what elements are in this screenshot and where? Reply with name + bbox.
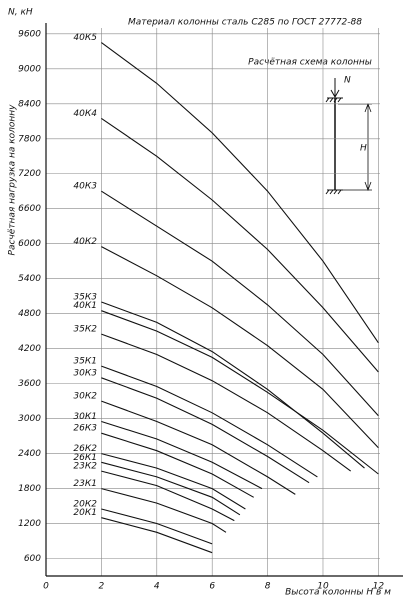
series-label: 40К3 <box>73 182 97 192</box>
series-line <box>101 301 365 469</box>
dimension <box>338 102 372 192</box>
series-label: 30К1 <box>73 412 97 422</box>
y-tick-label: 5400 <box>18 274 41 284</box>
x-tick-label: 8 <box>265 582 271 592</box>
y-tick-label: 4800 <box>18 309 41 319</box>
series-line <box>101 365 318 478</box>
series-label: 40К1 <box>73 301 97 311</box>
y-tick-label: 9600 <box>18 29 41 39</box>
x-tick-label: 6 <box>209 582 215 592</box>
y-tick-label: 8400 <box>18 99 41 109</box>
y-tick-label: 3600 <box>18 379 41 389</box>
series-label: 35К3 <box>73 293 97 303</box>
y-tick-label: 3000 <box>18 414 41 424</box>
chart-title: Материал колонны сталь С285 по ГОСТ 2777… <box>128 18 362 28</box>
y-tick-label: 6000 <box>18 239 41 249</box>
series-label: 23К1 <box>73 479 97 489</box>
y-tick-label: 4200 <box>18 344 41 354</box>
series-label: 40К5 <box>73 33 97 43</box>
series-label: 35К1 <box>73 357 97 367</box>
series-line <box>101 333 352 472</box>
y-tick-label: 1200 <box>18 519 41 529</box>
series-line <box>101 400 296 495</box>
series-label: 20К2 <box>73 499 97 509</box>
series-line <box>101 42 379 344</box>
y-tick-label: 6600 <box>18 204 41 214</box>
scheme-height: H <box>360 144 367 154</box>
series-label: 26К3 <box>73 424 97 434</box>
series-line <box>101 432 254 498</box>
series-label: 40К2 <box>73 237 97 247</box>
y-unit: N, кН <box>8 8 33 18</box>
series-line <box>101 190 379 417</box>
y-tick-label: 1800 <box>18 484 41 494</box>
series-line <box>101 310 379 475</box>
series-label: 35К2 <box>73 325 97 335</box>
x-tick-label: 10 <box>317 582 329 592</box>
y-tick-label: 2400 <box>18 449 41 459</box>
y-tick-label: 7800 <box>18 134 41 144</box>
series-line <box>101 117 379 373</box>
series-label: 26К2 <box>73 444 97 454</box>
x-tick-label: 0 <box>43 582 49 592</box>
y-tick-label: 600 <box>24 554 41 564</box>
x-axis-label: Высота колонны H в м <box>285 588 391 598</box>
series-line <box>101 488 227 533</box>
scheme-title: Расчётная схема колонны <box>248 58 372 68</box>
y-tick-label: 9000 <box>18 64 41 74</box>
scheme-force: N <box>344 76 351 86</box>
series-line <box>101 246 379 449</box>
series-label: 23К2 <box>73 462 97 472</box>
y-axis-label: Расчётная нагрузка на колонну <box>8 104 18 256</box>
scheme: Расчётная схема колонны N H <box>248 58 372 195</box>
series-line <box>101 420 263 490</box>
series-line <box>101 508 213 545</box>
series-label: 40К4 <box>73 109 97 119</box>
series-label: 30К2 <box>73 392 97 402</box>
x-tick-label: 4 <box>154 582 160 592</box>
series-line <box>101 453 246 510</box>
series-label: 20К1 <box>73 508 97 518</box>
y-tick-label: 7200 <box>18 169 41 179</box>
top-support <box>325 97 343 103</box>
series-label: 30К3 <box>73 368 97 378</box>
series-line <box>101 517 213 554</box>
series-line <box>101 470 235 522</box>
series-label: 26К1 <box>73 453 97 463</box>
bottom-support <box>325 189 343 195</box>
x-tick-label: 12 <box>373 582 385 592</box>
x-tick-label: 2 <box>99 582 105 592</box>
arrow-head <box>330 89 340 99</box>
series-line <box>101 461 241 516</box>
series-line <box>101 377 310 484</box>
